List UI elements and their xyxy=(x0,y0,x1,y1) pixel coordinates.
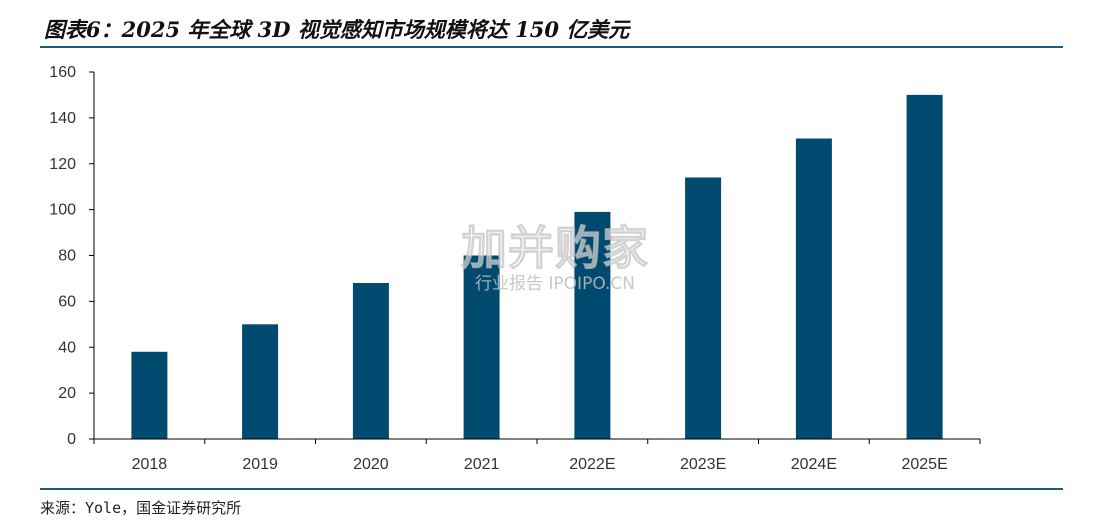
bar-2019 xyxy=(242,324,279,439)
bar-2020 xyxy=(352,283,389,439)
y-tick-label: 60 xyxy=(58,293,76,310)
bar-2018 xyxy=(131,351,168,439)
bar-2023E xyxy=(685,177,722,439)
chart-title: 图表6：2025 年全球 3D 视觉感知市场规模将达 150 亿美元 xyxy=(44,17,630,42)
x-tick-label-2018: 2018 xyxy=(132,456,168,473)
source-divider xyxy=(40,488,1063,490)
x-tick-label-2022E: 2022E xyxy=(569,456,615,473)
source-note: 来源：Yole，国金证券研究所 xyxy=(40,499,242,517)
y-tick-label: 40 xyxy=(58,339,76,356)
x-tick-label-2024E: 2024E xyxy=(791,456,837,473)
x-tick-label-2021: 2021 xyxy=(464,456,500,473)
y-tick-label: 0 xyxy=(67,431,76,448)
x-tick-label-2025E: 2025E xyxy=(901,456,947,473)
y-tick-label: 160 xyxy=(49,64,76,81)
bar-2025E xyxy=(906,94,943,440)
x-tick-label-2020: 2020 xyxy=(353,456,389,473)
y-tick-label: 80 xyxy=(58,248,76,265)
y-tick-label: 20 xyxy=(58,385,76,402)
x-tick-label-2023E: 2023E xyxy=(680,456,726,473)
x-tick-label-2019: 2019 xyxy=(242,456,278,473)
bar-2024E xyxy=(795,138,832,439)
bar-2022E xyxy=(574,211,611,439)
y-tick-label: 140 xyxy=(49,110,76,127)
y-tick-label: 120 xyxy=(49,156,76,173)
title-divider xyxy=(40,46,1063,48)
y-tick-label: 100 xyxy=(49,202,76,219)
bar-2021 xyxy=(463,255,500,439)
